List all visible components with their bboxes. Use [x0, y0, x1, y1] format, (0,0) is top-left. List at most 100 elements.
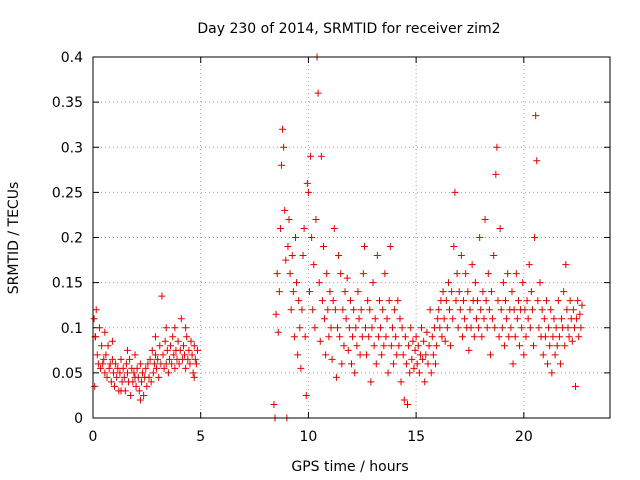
- data-point: [483, 324, 491, 332]
- x-tick-label: 15: [407, 429, 425, 445]
- data-point: [289, 288, 297, 296]
- data-point: [466, 306, 474, 314]
- data-point: [533, 157, 541, 165]
- data-point: [400, 396, 408, 404]
- data-point: [438, 333, 446, 341]
- data-point: [176, 346, 184, 354]
- data-point: [301, 333, 309, 341]
- data-point: [354, 288, 362, 296]
- data-point: [189, 369, 197, 377]
- data-point: [424, 360, 432, 368]
- data-point: [500, 342, 508, 350]
- data-point: [286, 270, 294, 278]
- data-point: [540, 315, 548, 323]
- data-point: [335, 252, 343, 260]
- data-point: [471, 279, 479, 287]
- data-point: [503, 315, 511, 323]
- data-point: [578, 301, 586, 309]
- data-point: [542, 297, 550, 305]
- data-point: [492, 170, 500, 178]
- data-point: [535, 324, 543, 332]
- data-point: [276, 224, 284, 232]
- data-point: [287, 306, 295, 314]
- data-point: [184, 355, 192, 363]
- data-point: [101, 369, 109, 377]
- data-point: [498, 324, 506, 332]
- data-point: [562, 261, 570, 269]
- data-point: [484, 270, 492, 278]
- data-point: [470, 333, 478, 341]
- data-point: [488, 288, 496, 296]
- data-point: [538, 306, 546, 314]
- data-point: [546, 342, 554, 350]
- data-point: [493, 143, 501, 151]
- data-point: [479, 288, 487, 296]
- data-point: [272, 310, 280, 318]
- data-point: [447, 342, 455, 350]
- data-point: [118, 378, 126, 386]
- data-point: [164, 369, 172, 377]
- data-point: [165, 355, 173, 363]
- data-point: [398, 324, 406, 332]
- data-point: [358, 333, 366, 341]
- data-point: [396, 315, 404, 323]
- data-point: [300, 224, 308, 232]
- data-point: [136, 360, 144, 368]
- data-point: [315, 279, 323, 287]
- data-point: [390, 360, 398, 368]
- data-point: [575, 333, 583, 341]
- data-point: [451, 188, 459, 196]
- data-point: [191, 355, 199, 363]
- data-point: [524, 315, 532, 323]
- data-point: [475, 324, 483, 332]
- data-point: [348, 360, 355, 368]
- data-point: [561, 342, 569, 350]
- data-point: [310, 261, 318, 269]
- data-point: [131, 351, 139, 359]
- data-point: [372, 360, 380, 368]
- data-point: [362, 324, 370, 332]
- data-point: [465, 346, 473, 354]
- data-point: [179, 342, 187, 350]
- data-point: [523, 297, 531, 305]
- data-point: [155, 373, 163, 381]
- data-point: [298, 306, 306, 314]
- data-point: [520, 351, 528, 359]
- data-point: [370, 342, 378, 350]
- data-point: [425, 342, 433, 350]
- data-point: [127, 391, 135, 399]
- data-point: [502, 297, 510, 305]
- data-point: [349, 333, 357, 341]
- data-point: [333, 324, 341, 332]
- y-tick-label: 0.35: [52, 95, 83, 111]
- data-point: [142, 364, 150, 372]
- data-point: [90, 315, 98, 323]
- data-point: [422, 351, 430, 359]
- data-point: [446, 306, 454, 314]
- data-point: [421, 378, 429, 386]
- data-point: [365, 333, 373, 341]
- data-point: [133, 364, 141, 372]
- data-point: [323, 270, 331, 278]
- data-point: [343, 274, 351, 282]
- data-point: [393, 351, 401, 359]
- data-point: [92, 306, 100, 314]
- data-point: [338, 360, 346, 368]
- x-tick-label: 0: [89, 429, 98, 445]
- data-points: [90, 53, 586, 422]
- data-point: [574, 297, 582, 305]
- data-point: [371, 315, 379, 323]
- data-point: [509, 360, 517, 368]
- data-point: [433, 342, 441, 350]
- data-point: [499, 279, 507, 287]
- data-point: [549, 333, 557, 341]
- data-point: [293, 279, 301, 287]
- data-point: [462, 270, 470, 278]
- data-point: [468, 261, 476, 269]
- data-point: [455, 288, 463, 296]
- data-point: [119, 364, 127, 372]
- data-point: [395, 342, 403, 350]
- data-point: [409, 337, 417, 345]
- data-point: [275, 288, 283, 296]
